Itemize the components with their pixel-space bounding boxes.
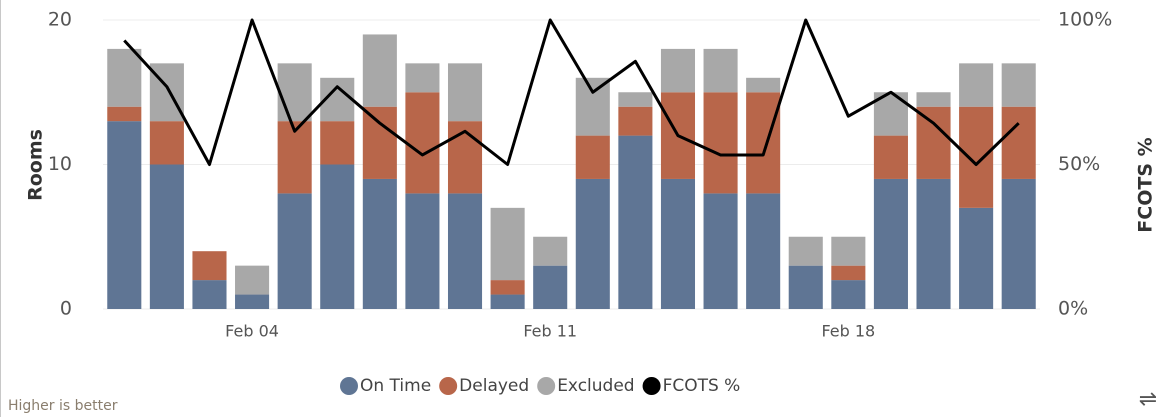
bar-segment bbox=[277, 63, 312, 122]
bar-segment bbox=[490, 294, 525, 309]
bar-segment bbox=[873, 135, 908, 179]
bar-segment bbox=[873, 178, 908, 309]
x-tick-label: Feb 18 bbox=[821, 322, 875, 341]
bar-segment bbox=[618, 92, 653, 107]
bar-segment bbox=[490, 207, 525, 281]
bar-segment bbox=[107, 48, 142, 107]
x-tick-label: Feb 11 bbox=[523, 322, 577, 341]
bar-segment bbox=[831, 265, 866, 281]
bar-segment bbox=[490, 280, 525, 295]
bar-segment bbox=[1001, 106, 1036, 179]
bar-segment bbox=[703, 92, 738, 194]
bar-segment bbox=[618, 135, 653, 309]
bar-segment bbox=[362, 178, 397, 309]
y2-tick-label: 50% bbox=[1058, 153, 1100, 175]
bar-segment bbox=[107, 121, 142, 310]
bar-segment bbox=[107, 106, 142, 122]
bar-segment bbox=[447, 121, 483, 194]
bar-segment bbox=[362, 34, 397, 107]
legend-label: Delayed bbox=[459, 376, 529, 396]
legend-marker bbox=[439, 377, 458, 395]
y-tick-label: 10 bbox=[48, 153, 72, 175]
bar-segment bbox=[746, 193, 781, 309]
bar-segment bbox=[831, 280, 866, 309]
bar-segment bbox=[362, 106, 397, 179]
legend-label: FCOTS % bbox=[663, 376, 741, 396]
bar-segment bbox=[916, 178, 951, 309]
swap-icon[interactable]: ⇌ bbox=[1139, 387, 1156, 412]
line bbox=[123, 18, 1020, 166]
bar-segment bbox=[959, 106, 994, 208]
bar-segment bbox=[533, 265, 568, 309]
bar-segment bbox=[405, 63, 440, 93]
bar-segment bbox=[192, 251, 227, 281]
bar-segment bbox=[277, 193, 312, 309]
bar-segment bbox=[405, 92, 440, 194]
bar-segment bbox=[660, 178, 696, 309]
bar-segment bbox=[916, 106, 951, 179]
bar-segment bbox=[235, 294, 270, 309]
bar-segment bbox=[192, 280, 227, 309]
bar-segment bbox=[277, 121, 312, 194]
bar-segment bbox=[235, 265, 270, 295]
bar-segment bbox=[533, 236, 568, 266]
bar-segment bbox=[788, 236, 823, 266]
legend-label: On Time bbox=[360, 376, 431, 396]
bar-segment bbox=[916, 92, 951, 107]
bar-segment bbox=[149, 164, 184, 309]
bar-segment bbox=[703, 48, 738, 93]
bar-segment bbox=[320, 164, 355, 309]
bar-segment bbox=[575, 135, 610, 179]
y2-tick-label: 0% bbox=[1058, 298, 1088, 320]
legend-marker bbox=[642, 377, 661, 395]
bar-segment bbox=[831, 236, 866, 266]
bar-segment bbox=[1001, 63, 1036, 107]
legend-marker bbox=[340, 377, 358, 395]
y2-tick-label: 100% bbox=[1058, 9, 1112, 31]
bar-segment bbox=[405, 193, 440, 309]
bar-segment bbox=[575, 77, 610, 136]
bar-segment bbox=[660, 48, 696, 93]
note: Higher is better bbox=[8, 398, 118, 414]
bar-segment bbox=[447, 63, 483, 122]
bar-segment bbox=[959, 63, 994, 107]
bar-segment bbox=[788, 265, 823, 309]
bar-segment bbox=[959, 207, 994, 309]
bar-segment bbox=[746, 77, 781, 93]
bar-segment bbox=[703, 193, 738, 309]
bar-segment bbox=[618, 106, 653, 136]
bar-segment bbox=[746, 92, 781, 194]
bar-segment bbox=[447, 193, 483, 309]
legend-label: Excluded bbox=[557, 376, 634, 396]
bar-segment bbox=[1001, 178, 1036, 309]
bar-segment bbox=[149, 121, 184, 165]
y-tick-label: 0 bbox=[60, 298, 72, 320]
y-axis-title: Rooms bbox=[25, 129, 47, 201]
bar-segment bbox=[575, 178, 610, 309]
y-tick-label: 20 bbox=[48, 9, 72, 31]
legend-marker bbox=[537, 377, 556, 395]
bar-segment bbox=[320, 121, 355, 165]
x-tick-label: Feb 04 bbox=[225, 322, 279, 341]
y2-axis-title: FCOTS % bbox=[1135, 137, 1156, 232]
